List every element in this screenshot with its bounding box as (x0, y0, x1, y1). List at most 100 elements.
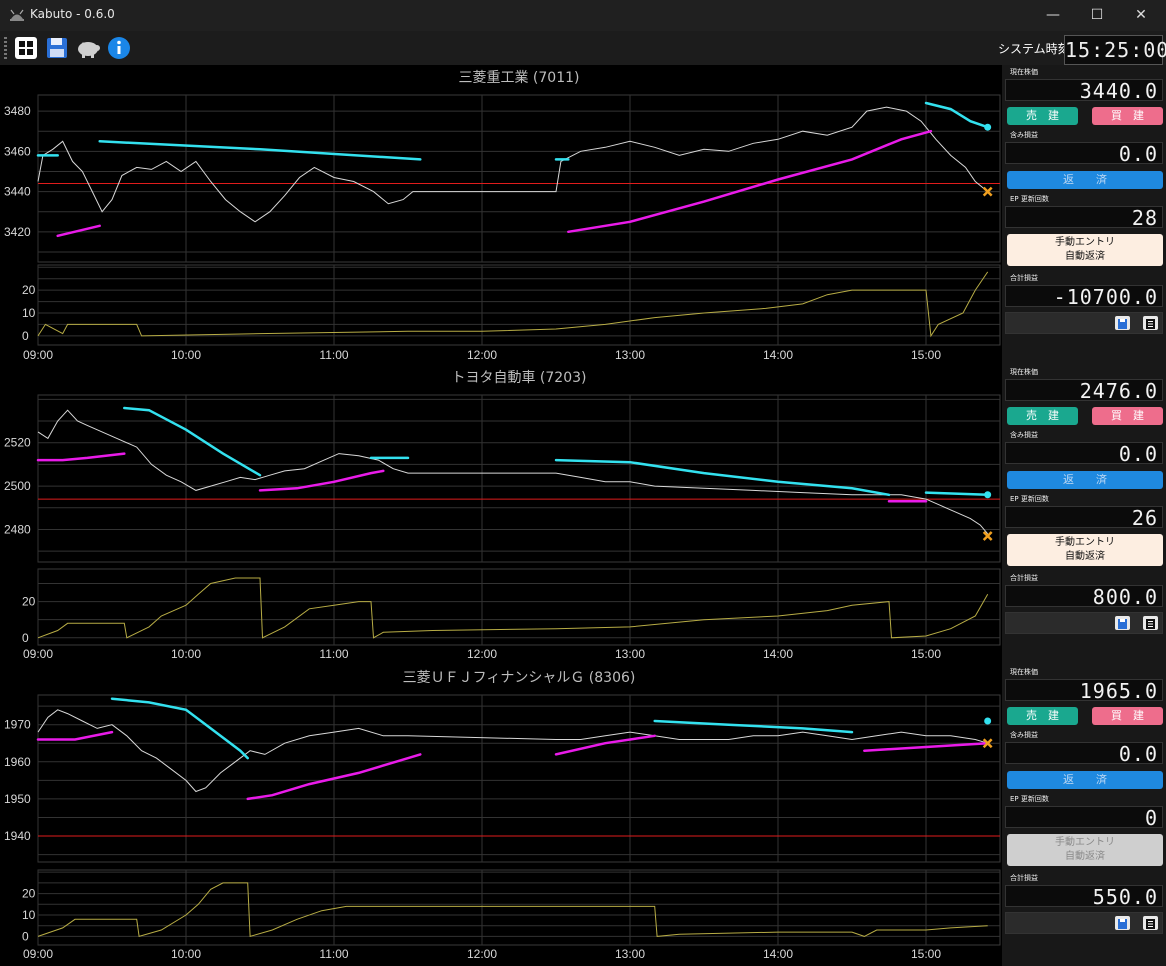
unrealized-pnl-display: 0.0 (1005, 442, 1163, 465)
ep-update-count-display: 26 (1005, 506, 1163, 529)
sell-entry-button[interactable]: 売 建 (1007, 107, 1078, 125)
volume-tick-label: 0 (22, 929, 29, 943)
save-icon[interactable] (1115, 616, 1130, 630)
volume-tick-label: 10 (22, 908, 36, 922)
y-tick-label: 3480 (4, 104, 31, 118)
ep-update-count-label: EP 更新回数 (1010, 195, 1049, 203)
save-icon[interactable] (1115, 916, 1130, 930)
auto-repay-label: 自動返済 (1065, 251, 1105, 262)
manual-entry-button[interactable]: 手動エントリ 自動返済 (1007, 834, 1163, 866)
x-tick-label: 13:00 (615, 348, 645, 362)
buy-entry-button[interactable]: 買 建 (1092, 407, 1163, 425)
total-pnl-display: 550.0 (1005, 885, 1163, 908)
kabuto-helmet-icon (10, 9, 24, 21)
cyan-indicator-line (110, 697, 249, 760)
x-tick-label: 13:00 (615, 647, 645, 661)
sell-entry-button[interactable]: 売 建 (1007, 707, 1078, 725)
y-tick-label: 2520 (4, 436, 31, 450)
charts-area: 09:00 10:00 11:00 12:00 13:00 14:00 15:00 3420 3… (0, 65, 1002, 966)
total-pnl-label: 合計損益 (1010, 574, 1038, 582)
save-icon[interactable] (1115, 316, 1130, 330)
y-tick-label: 1970 (4, 718, 31, 732)
cyan-indicator-line (653, 719, 854, 734)
stock-panel-8306: 現在株価 1965.0 売 建 買 建 含み損益 0.0 返 済 EP 更新回数… (1002, 665, 1166, 965)
panel-bottom-bar (1005, 912, 1163, 934)
volume-tick-label: 10 (22, 306, 36, 320)
close-button[interactable]: ✕ (1118, 0, 1164, 31)
manual-entry-button[interactable]: 手動エントリ 自動返済 (1007, 234, 1163, 266)
x-tick-label: 09:00 (23, 647, 53, 661)
stock-panel-7203: 現在株価 2476.0 売 建 買 建 含み損益 0.0 返 済 EP 更新回数… (1002, 365, 1166, 665)
save-icon[interactable] (45, 36, 69, 60)
magenta-indicator-line (258, 469, 385, 492)
magenta-indicator-line (246, 753, 422, 801)
system-time-label: システム時刻 (998, 42, 1070, 56)
volume-line (37, 577, 989, 639)
chart-title: 三菱ＵＦＪフィナンシャルＧ (8306) (403, 670, 636, 686)
panel-bottom-bar (1005, 312, 1163, 334)
close-icon: ✕ (1135, 7, 1147, 23)
volume-tick-label: 20 (22, 283, 36, 297)
magenta-indicator-line (56, 224, 101, 238)
total-pnl-label: 合計損益 (1010, 874, 1038, 882)
magenta-indicator-line (863, 741, 989, 752)
ep-update-count-label: EP 更新回数 (1010, 495, 1049, 503)
price-plot-frame (37, 694, 1001, 863)
volume-tick-label: 0 (22, 329, 29, 343)
auto-repay-label: 自動返済 (1065, 551, 1105, 562)
current-price-display: 1965.0 (1005, 679, 1163, 702)
manual-entry-button[interactable]: 手動エントリ 自動返済 (1007, 534, 1163, 566)
repay-button[interactable]: 返 済 (1007, 171, 1163, 189)
x-tick-label: 14:00 (763, 348, 793, 362)
toolbar (0, 31, 1166, 65)
orange-x-marker (982, 531, 993, 541)
volume-line (37, 882, 988, 938)
buy-entry-button[interactable]: 買 建 (1092, 707, 1163, 725)
y-tick-label: 3420 (4, 225, 31, 239)
chart-title: トヨタ自動車 (7203) (451, 369, 586, 386)
sell-entry-button[interactable]: 売 建 (1007, 407, 1078, 425)
price-line (37, 106, 989, 223)
cyan-indicator-line (123, 406, 262, 477)
ep-update-count-display: 28 (1005, 206, 1163, 229)
auto-repay-label: 自動返済 (1065, 851, 1105, 862)
x-tick-label: 15:00 (911, 947, 941, 961)
repay-button[interactable]: 返 済 (1007, 471, 1163, 489)
manual-entry-label: 手動エントリ (1055, 537, 1115, 548)
system-time-display: 15:25:00 (1064, 35, 1166, 65)
cyan-dot-marker (984, 717, 992, 725)
x-tick-label: 11:00 (319, 348, 348, 362)
window-title: Kabuto - 0.6.0 (30, 7, 115, 21)
grid-icon[interactable] (14, 36, 38, 60)
maximize-button[interactable]: ☐ (1074, 0, 1120, 31)
x-tick-label: 12:00 (467, 947, 497, 961)
x-tick-label: 14:00 (763, 647, 793, 661)
side-panels: 現在株価 3440.0 売 建 買 建 含み損益 0.0 返 済 EP 更新回数… (1002, 65, 1166, 966)
price-line (37, 709, 988, 793)
minimize-button[interactable]: — (1030, 0, 1076, 31)
x-tick-label: 10:00 (171, 647, 201, 661)
maximize-icon: ☐ (1090, 7, 1104, 23)
info-icon[interactable] (107, 36, 131, 60)
x-tick-label: 10:00 (171, 947, 201, 961)
x-tick-label: 11:00 (319, 947, 348, 961)
total-pnl-display: -10700.0 (1005, 285, 1163, 308)
list-icon[interactable] (1143, 916, 1158, 930)
chart-title: 三菱重工業 (7011) (458, 70, 579, 86)
current-price-display: 3440.0 (1005, 79, 1163, 102)
orange-x-marker (982, 186, 993, 197)
list-icon[interactable] (1143, 316, 1158, 330)
repay-button[interactable]: 返 済 (1007, 771, 1163, 789)
list-icon[interactable] (1143, 616, 1158, 630)
x-tick-label: 11:00 (319, 647, 348, 661)
manual-entry-label: 手動エントリ (1055, 837, 1115, 848)
current-price-display: 2476.0 (1005, 379, 1163, 402)
charts-canvas: 09:00 10:00 11:00 12:00 13:00 14:00 15:00 3420 3… (4, 70, 1001, 961)
price-plot-frame (37, 394, 1001, 563)
y-tick-label: 2500 (4, 479, 31, 493)
stock-panel-7011: 現在株価 3440.0 売 建 買 建 含み損益 0.0 返 済 EP 更新回数… (1002, 65, 1166, 365)
piggy-bank-icon[interactable] (74, 36, 102, 60)
toolbar-grip[interactable] (4, 37, 7, 59)
buy-entry-button[interactable]: 買 建 (1092, 107, 1163, 125)
x-tick-label: 12:00 (467, 647, 497, 661)
